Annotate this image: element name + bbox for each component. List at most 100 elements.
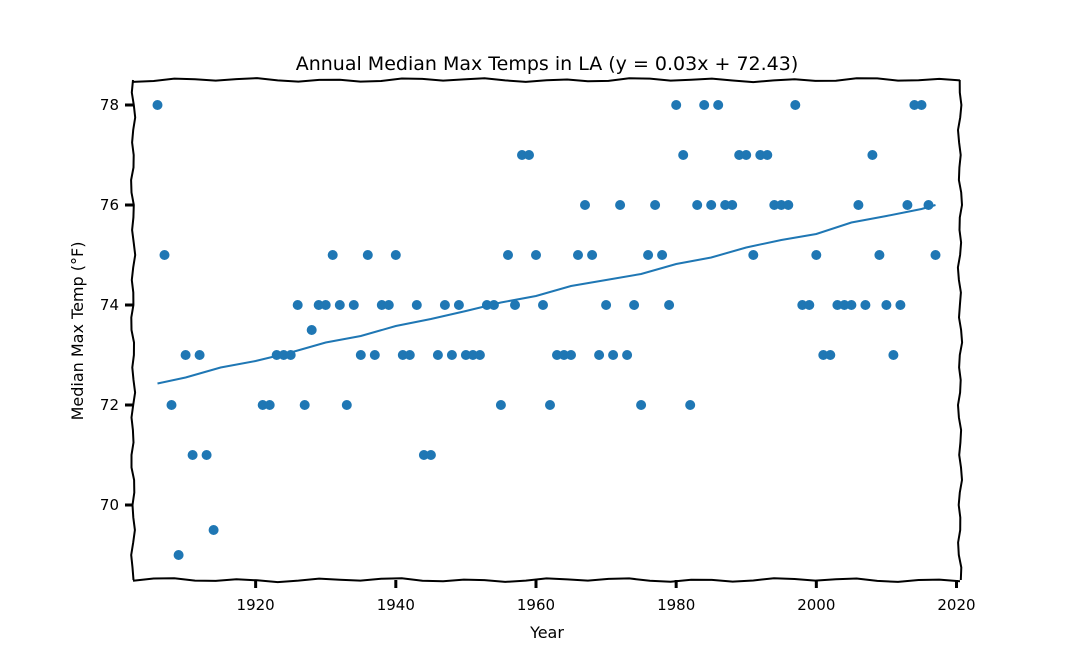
data-point: [629, 300, 640, 310]
data-point: [173, 550, 184, 560]
data-point: [531, 250, 541, 260]
x-tick-label: 1960: [517, 596, 555, 614]
data-point: [152, 100, 163, 110]
data-point: [327, 250, 338, 260]
data-point: [467, 350, 478, 360]
data-point: [166, 400, 177, 410]
data-point: [201, 450, 212, 460]
data-point: [902, 200, 913, 210]
x-tick-label: 1920: [237, 596, 275, 614]
x-tick-label: 2000: [797, 596, 835, 614]
x-tick-label: 1940: [377, 596, 415, 614]
data-point: [622, 350, 633, 360]
data-point: [748, 250, 759, 260]
data-point: [278, 350, 289, 360]
data-point: [860, 300, 871, 310]
y-tick-label: 74: [100, 296, 119, 314]
data-point: [594, 350, 605, 360]
x-tick-label: 2020: [937, 596, 975, 614]
data-point: [299, 400, 310, 410]
data-point: [404, 350, 415, 360]
data-point: [503, 250, 513, 260]
data-point: [376, 300, 387, 310]
data-point: [559, 350, 569, 360]
x-tick-label: 1980: [657, 596, 695, 614]
y-tick-label: 78: [100, 96, 119, 114]
data-point: [510, 300, 520, 310]
x-axis: 1920 1940 1960 1980 2000 2020: [237, 580, 976, 614]
data-point: [601, 300, 612, 310]
data-point: [895, 300, 906, 310]
data-point: [495, 400, 506, 410]
data-point: [271, 350, 282, 360]
data-point: [341, 400, 352, 410]
data-point: [650, 200, 661, 210]
y-tick-label: 76: [100, 196, 119, 214]
data-point: [194, 350, 205, 360]
data-point: [762, 150, 773, 160]
data-point: [348, 300, 359, 310]
data-point: [460, 350, 471, 360]
data-point: [488, 300, 499, 310]
frame-top: [132, 77, 961, 84]
frame-bottom: [132, 577, 961, 584]
y-axis: 70 72 74 76 78: [100, 96, 133, 514]
data-point: [306, 325, 317, 335]
data-point: [818, 350, 829, 360]
data-point: [538, 300, 548, 310]
data-point: [411, 300, 422, 310]
data-point: [734, 150, 745, 160]
data-point: [867, 150, 878, 160]
y-axis-label: Median Max Temp (°F): [68, 242, 87, 421]
scatter-points: [152, 100, 941, 560]
data-point: [874, 250, 885, 260]
data-point: [783, 200, 794, 210]
data-point: [727, 200, 738, 210]
data-point: [446, 350, 457, 360]
data-point: [545, 400, 555, 410]
data-point: [664, 300, 675, 310]
data-point: [481, 300, 492, 310]
data-point: [615, 200, 626, 210]
data-point: [439, 300, 450, 310]
data-point: [257, 400, 268, 410]
data-point: [685, 400, 696, 410]
data-point: [776, 200, 787, 210]
data-point: [636, 400, 647, 410]
data-point: [397, 350, 408, 360]
chart-title: Annual Median Max Temps in LA (y = 0.03x…: [296, 53, 799, 75]
data-point: [811, 250, 822, 260]
data-point: [930, 250, 941, 260]
data-point: [383, 300, 394, 310]
data-point: [573, 250, 583, 260]
data-point: [474, 350, 485, 360]
data-point: [909, 100, 920, 110]
data-point: [580, 200, 590, 210]
data-point: [657, 250, 668, 260]
data-point: [369, 350, 380, 360]
data-point: [587, 250, 598, 260]
data-point: [334, 300, 345, 310]
data-point: [846, 300, 857, 310]
data-point: [804, 300, 815, 310]
data-point: [292, 300, 303, 310]
data-point: [425, 450, 436, 460]
data-point: [692, 200, 703, 210]
plot-frame: [130, 77, 964, 584]
data-point: [797, 300, 808, 310]
data-point: [285, 350, 296, 360]
data-point: [355, 350, 366, 360]
data-point: [888, 350, 899, 360]
data-point: [187, 450, 198, 460]
data-point: [881, 300, 892, 310]
data-point: [362, 250, 373, 260]
data-point: [390, 250, 401, 260]
data-point: [790, 100, 801, 110]
data-point: [741, 150, 752, 160]
data-point: [453, 300, 464, 310]
data-point: [552, 350, 562, 360]
data-point: [853, 200, 864, 210]
data-point: [706, 200, 717, 210]
data-point: [825, 350, 836, 360]
data-point: [313, 300, 324, 310]
